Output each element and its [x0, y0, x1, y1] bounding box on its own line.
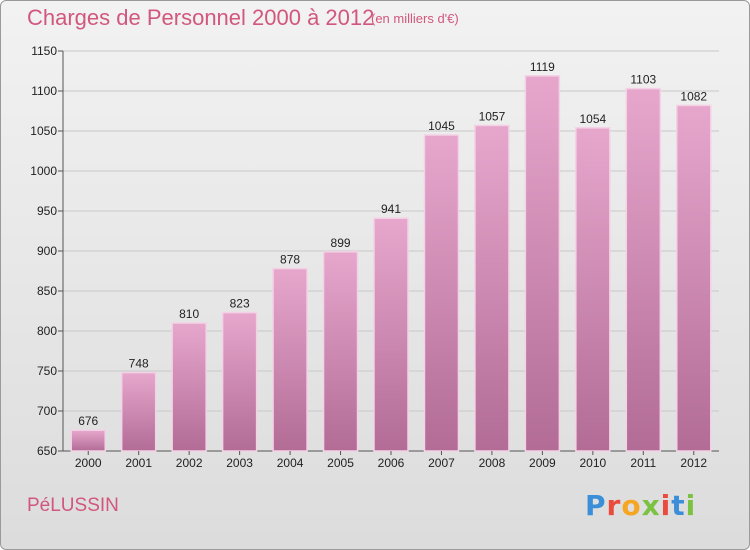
logo-letter: i — [685, 489, 697, 522]
logo-letter: i — [660, 489, 672, 522]
bar-value-label: 1045 — [428, 119, 455, 133]
bar — [423, 134, 460, 452]
x-tick-label: 2007 — [428, 456, 455, 470]
bar — [474, 124, 510, 452]
logo-letter: P — [585, 489, 607, 522]
y-tick-label: 850 — [37, 284, 57, 298]
x-tick-label: 2012 — [680, 456, 707, 470]
y-tick-label: 950 — [37, 204, 57, 218]
bar-value-label: 810 — [179, 307, 199, 321]
bar — [676, 104, 712, 452]
bar-value-label: 748 — [129, 357, 149, 371]
x-tick-label: 2011 — [630, 456, 656, 470]
x-tick-label: 2004 — [277, 456, 304, 470]
bar — [120, 371, 157, 452]
y-tick-label: 1150 — [31, 44, 57, 58]
bar-value-label: 1082 — [680, 89, 707, 103]
y-tick-label: 650 — [37, 444, 57, 458]
logo-letter: o — [621, 489, 642, 522]
city-name: PéLUSSIN — [27, 495, 119, 516]
bar-value-label: 878 — [280, 253, 300, 267]
y-tick-label: 900 — [37, 244, 57, 258]
bar-value-label: 1103 — [630, 73, 656, 87]
y-tick-label: 800 — [37, 324, 57, 338]
y-tick-label: 700 — [37, 404, 57, 418]
x-tick-label: 2009 — [529, 456, 556, 470]
x-tick-label: 2010 — [579, 456, 606, 470]
bar — [70, 429, 106, 452]
bar — [575, 127, 611, 452]
x-tick-label: 2003 — [226, 456, 253, 470]
logo-letter: x — [641, 489, 661, 522]
x-tick-label: 2001 — [125, 456, 152, 470]
logo-letter: r — [606, 489, 622, 522]
bar — [373, 217, 409, 452]
bar — [221, 311, 258, 452]
chart-subtitle: (en milliers d'€) — [371, 11, 459, 26]
bar — [524, 75, 561, 452]
x-tick-label: 2006 — [378, 456, 405, 470]
bar — [322, 251, 359, 452]
bar-value-label: 941 — [381, 202, 401, 216]
x-tick-label: 2005 — [327, 456, 354, 470]
y-tick-label: 1050 — [30, 124, 57, 138]
chart-title: Charges de Personnel 2000 à 2012 — [27, 5, 375, 30]
x-tick-label: 2000 — [75, 456, 102, 470]
bar-value-label: 823 — [230, 297, 250, 311]
bar — [171, 322, 207, 452]
x-tick-label: 2008 — [479, 456, 506, 470]
y-tick-label: 750 — [37, 364, 57, 378]
bar — [625, 87, 662, 452]
bar-chart: 650 700 750 800 850 900 950 1000 1050 1100 1150 676… — [30, 44, 719, 470]
bar-value-label: 1119 — [530, 60, 555, 74]
proxiti-logo: Proxiti — [585, 489, 696, 522]
y-tick-label: 1100 — [31, 84, 57, 98]
x-tick-label: 2002 — [176, 456, 203, 470]
bar-value-label: 1054 — [579, 112, 606, 126]
bar — [272, 267, 308, 452]
bar-value-label: 1057 — [479, 109, 506, 123]
bar-value-label: 899 — [331, 236, 351, 250]
logo-letter: t — [671, 489, 686, 522]
y-tick-label: 1000 — [30, 164, 57, 178]
bar-value-label: 676 — [78, 414, 98, 428]
